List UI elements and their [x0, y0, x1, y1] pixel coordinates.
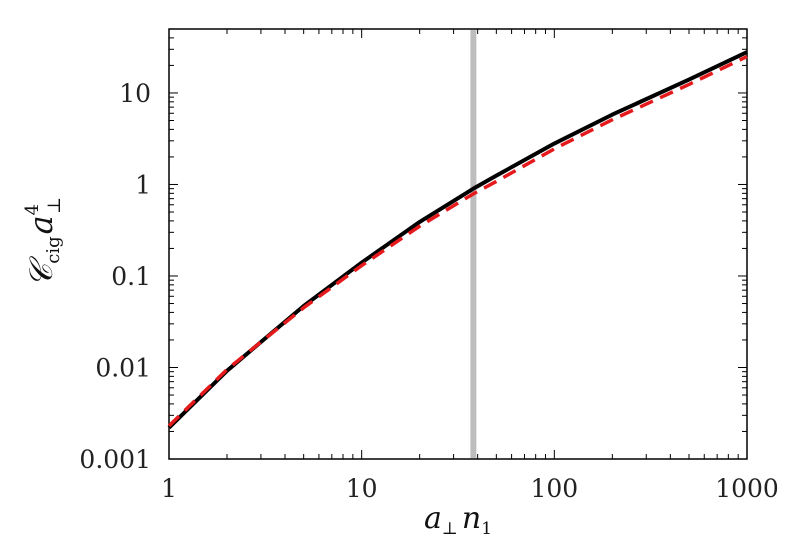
y-tick-label: 0.001	[79, 445, 151, 474]
plot-area	[168, 28, 748, 460]
x-tick-label: 10	[346, 474, 378, 503]
x-tick-labels: 1 10 100 1000	[161, 474, 779, 503]
y-tick-label: 10	[119, 79, 151, 108]
y-tick-label: 0.1	[111, 262, 151, 291]
x-tick-label: 1	[161, 474, 177, 503]
series-layer	[167, 50, 748, 430]
y-tick-label: 1	[135, 170, 151, 199]
x-tick-label: 100	[530, 474, 578, 503]
series-dashed-line	[167, 54, 748, 428]
y-tick-labels: 0.001 0.01 0.1 1 10	[79, 79, 151, 474]
series-solid-line	[167, 50, 748, 430]
x-axis-label: a⊥ n1	[424, 501, 492, 537]
x-tick-label: 1000	[715, 474, 779, 503]
y-axis-label: 𝒞ciga4⊥	[22, 197, 65, 287]
ticks	[168, 28, 748, 460]
y-tick-label: 0.01	[95, 353, 151, 382]
plot-frame	[168, 28, 748, 460]
